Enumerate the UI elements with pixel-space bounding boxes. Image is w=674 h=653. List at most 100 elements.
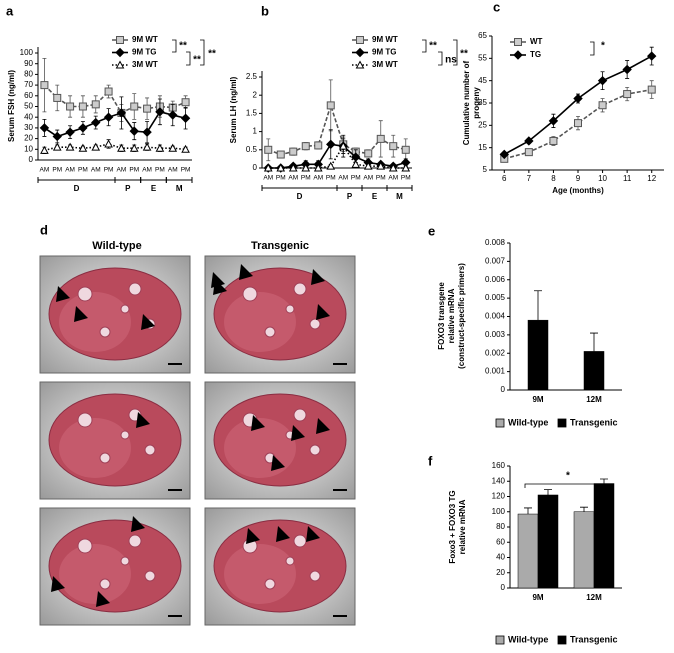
y-tick-label: 15 xyxy=(478,143,487,152)
x-tick-label: 9M xyxy=(532,395,543,404)
legend-label: 9M TG xyxy=(132,48,156,57)
panel-letter: f xyxy=(428,453,433,468)
y-axis-label: relative mRNA xyxy=(458,499,467,554)
x-tick-label: AM xyxy=(338,175,348,182)
series-line xyxy=(268,144,406,169)
y-tick-label: 100 xyxy=(20,48,34,57)
y-tick-label: 30 xyxy=(24,123,33,132)
error-bar xyxy=(580,506,588,512)
follicle xyxy=(144,444,156,456)
arrowhead xyxy=(291,425,305,441)
x-tick-label: PM xyxy=(401,175,411,182)
marker xyxy=(647,51,657,61)
significance: ns xyxy=(445,55,457,66)
x-tick-label: PM xyxy=(155,167,165,174)
marker xyxy=(53,93,62,102)
marker xyxy=(364,149,373,158)
bracket xyxy=(590,41,595,56)
y-tick-label: 0.003 xyxy=(485,330,506,339)
y-tick-label: 60 xyxy=(24,91,33,100)
legend-label: 9M WT xyxy=(132,35,158,44)
marker xyxy=(647,85,656,94)
bracket xyxy=(200,39,205,66)
marker xyxy=(142,142,152,151)
arrowhead xyxy=(131,516,145,532)
marker xyxy=(115,47,125,58)
y-tick-label: 50 xyxy=(24,102,33,111)
x-tick-label: 8 xyxy=(551,174,556,183)
marker xyxy=(376,134,385,143)
group-label: P xyxy=(347,192,353,201)
marker xyxy=(40,81,49,90)
follicle xyxy=(99,326,111,338)
legend-label: Transgenic xyxy=(570,634,618,644)
marker xyxy=(91,142,101,151)
significance: * xyxy=(601,41,605,52)
marker xyxy=(168,110,178,120)
y-tick-label: 0 xyxy=(253,163,258,172)
x-tick-label: AM xyxy=(263,175,273,182)
marker xyxy=(143,104,152,113)
legend-label: 9M WT xyxy=(372,35,398,44)
x-tick-label: 10 xyxy=(598,174,607,183)
marker xyxy=(326,101,335,110)
x-tick-label: AM xyxy=(288,175,298,182)
x-tick-label: PM xyxy=(52,167,62,174)
follicle xyxy=(144,570,156,582)
follicle xyxy=(293,282,307,296)
arrowhead xyxy=(51,576,65,592)
legend-label: 3M WT xyxy=(372,60,398,69)
significance: ** xyxy=(429,41,437,52)
arrowhead xyxy=(141,314,155,330)
marker xyxy=(276,150,285,159)
legend-label: TG xyxy=(530,50,541,59)
marker xyxy=(301,142,310,151)
y-axis-label: FOXO3 transgene xyxy=(437,282,446,350)
x-tick-label: AM xyxy=(91,167,101,174)
marker xyxy=(363,161,373,170)
y-tick-label: 1.5 xyxy=(246,109,258,118)
marker xyxy=(181,144,190,153)
y-tick-label: 80 xyxy=(24,70,33,79)
x-tick-label: PM xyxy=(129,167,139,174)
y-tick-label: 55 xyxy=(478,53,487,62)
bracket xyxy=(453,39,458,66)
follicle xyxy=(120,430,130,440)
marker xyxy=(142,127,152,137)
x-tick-label: 12M xyxy=(586,593,602,602)
x-tick-label: AM xyxy=(142,167,152,174)
bracket xyxy=(186,51,191,66)
marker xyxy=(514,38,522,46)
follicle xyxy=(120,304,130,314)
arrowhead xyxy=(136,412,150,428)
series-line xyxy=(43,84,186,114)
y-tick-label: 120 xyxy=(492,492,506,501)
marker xyxy=(276,163,286,172)
marker xyxy=(524,136,534,146)
marker xyxy=(78,102,87,111)
follicle xyxy=(99,452,111,464)
marker xyxy=(288,163,298,172)
arrowhead xyxy=(306,526,320,542)
y-axis-label: Serum FSH (ng/ml) xyxy=(7,70,16,142)
marker xyxy=(129,126,139,136)
significance: ** xyxy=(460,49,468,60)
series-line xyxy=(43,110,186,138)
marker xyxy=(549,136,558,145)
group-label: D xyxy=(297,192,303,201)
error-bar xyxy=(534,290,542,321)
marker xyxy=(574,119,582,128)
marker xyxy=(573,93,583,104)
y-tick-label: 0 xyxy=(501,385,506,394)
bar xyxy=(517,513,539,589)
marker xyxy=(355,60,365,69)
legend-label: Transgenic xyxy=(570,417,618,427)
follicle xyxy=(309,570,321,582)
x-tick-label: AM xyxy=(40,167,50,174)
marker xyxy=(40,145,49,154)
x-tick-label: 12 xyxy=(647,174,656,183)
x-axis-label: Age (months) xyxy=(552,186,604,195)
group-label: E xyxy=(151,184,157,193)
arrowhead xyxy=(74,306,88,322)
marker xyxy=(104,139,113,148)
